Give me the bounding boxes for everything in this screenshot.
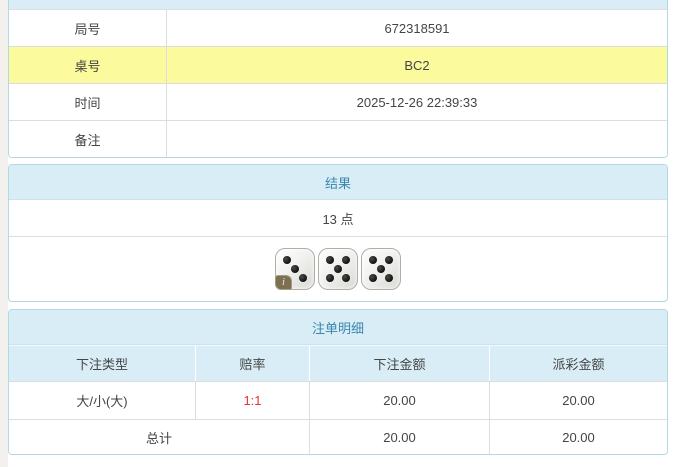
table-row-bet: 大/小(大) 1:1 20.00 20.00	[9, 382, 667, 420]
table-row-round-id: 局号 672318591	[9, 9, 667, 46]
result-section-title: 结果	[9, 165, 667, 200]
time-value: 2025-12-26 22:39:33	[356, 94, 478, 110]
die-pip	[325, 256, 334, 265]
die-2-face-5	[318, 248, 358, 290]
table-number-value: BC2	[404, 57, 430, 73]
total-bet-amount: 20.00	[309, 420, 489, 454]
image-info-badge-icon[interactable]: i	[275, 275, 292, 290]
die-pip	[368, 256, 377, 265]
die-pip	[291, 265, 299, 273]
die-pip	[368, 273, 377, 282]
die-pip	[334, 265, 342, 273]
result-section: 结果 13 点 i	[8, 164, 668, 302]
die-pip	[299, 273, 308, 282]
result-points-text: 13 点	[9, 200, 667, 237]
dice-row: i	[9, 237, 667, 301]
total-label: 总计	[145, 430, 172, 446]
column-header-bet-amount: 下注金额	[309, 346, 489, 381]
bet-details-section: 注单明细 下注类型 赔率 下注金额 派彩金额 大/小(大) 1:1 20.00 …	[8, 309, 668, 455]
die-pip	[385, 273, 394, 282]
table-row-table-number: 桌号 BC2	[9, 46, 667, 83]
die-pip	[282, 256, 291, 265]
column-header-odds: 赔率	[195, 346, 309, 381]
column-header-bet-type: 下注类型	[75, 357, 128, 372]
bet-payout-value: 20.00	[489, 382, 667, 419]
round-info-table: 局号 672318591 桌号 BC2 时间 2025-12-26 22:39:…	[8, 0, 668, 158]
column-header-payout: 派彩金额	[489, 346, 667, 381]
die-pip	[385, 256, 394, 265]
table-row-total: 总计 20.00 20.00	[9, 420, 667, 454]
table-row-remark: 备注	[9, 120, 667, 157]
round-id-value: 672318591	[384, 20, 450, 36]
round-info-header-strip	[9, 0, 667, 9]
bet-type-value: 大/小(大)	[76, 394, 128, 409]
die-pip	[342, 273, 351, 282]
remark-label: 备注	[9, 121, 167, 157]
die-3-face-5	[361, 248, 401, 290]
table-row-time: 时间 2025-12-26 22:39:33	[9, 83, 667, 120]
die-1-face-3: i	[275, 248, 315, 290]
table-number-label: 桌号	[9, 47, 167, 83]
page-left-gutter	[0, 0, 8, 467]
bet-odds-value: 1:1	[195, 382, 309, 419]
die-pip	[377, 265, 385, 273]
remark-value	[167, 121, 667, 157]
round-id-label: 局号	[9, 10, 167, 46]
die-pip	[342, 256, 351, 265]
bet-details-title: 注单明细	[9, 310, 667, 345]
total-payout: 20.00	[489, 420, 667, 454]
die-pip	[325, 273, 334, 282]
bet-details-column-headers: 下注类型 赔率 下注金额 派彩金额	[9, 345, 667, 382]
time-label: 时间	[9, 84, 167, 120]
bet-amount-value: 20.00	[309, 382, 489, 419]
game-result-page: 局号 672318591 桌号 BC2 时间 2025-12-26 22:39:…	[8, 0, 668, 455]
